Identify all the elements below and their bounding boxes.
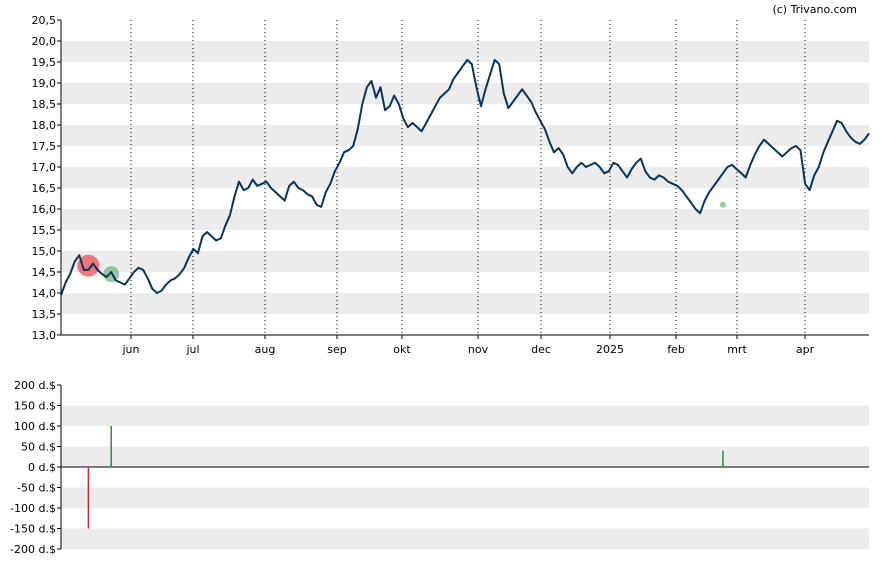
price-band bbox=[61, 209, 869, 230]
price-y-tick-label: 20,5 bbox=[32, 14, 57, 27]
price-y-tick-label: 14,0 bbox=[32, 287, 57, 300]
price-x-axis: jun jul aug sep okt nov dec 2025 feb mrt apr bbox=[122, 335, 815, 356]
price-y-tick-label: 14,5 bbox=[32, 266, 57, 279]
price-y-tick-label: 18,0 bbox=[32, 119, 57, 132]
volume-band bbox=[61, 405, 869, 426]
price-band bbox=[61, 83, 869, 104]
volume-y-tick-label: 150 d.$ bbox=[14, 400, 56, 413]
price-x-tick-label: nov bbox=[468, 343, 489, 356]
volume-band bbox=[61, 446, 869, 467]
price-x-tick-label: jun bbox=[122, 343, 140, 356]
price-y-axis: 20,5 20,0 19,5 19,0 18,5 18,0 17,5 17,0 16,5 16,0… bbox=[32, 14, 61, 342]
price-y-tick-label: 18,5 bbox=[32, 98, 57, 111]
volume-band bbox=[61, 487, 869, 508]
volume-band bbox=[61, 528, 869, 549]
price-y-tick-label: 16,5 bbox=[32, 182, 57, 195]
price-x-tick-label: 2025 bbox=[596, 343, 624, 356]
axes-frame bbox=[60, 20, 869, 549]
volume-bars bbox=[87, 426, 724, 529]
buy-marker bbox=[719, 201, 726, 208]
price-y-tick-label: 15,5 bbox=[32, 224, 57, 237]
volume-y-tick-label: 50 d.$ bbox=[21, 441, 56, 454]
price-y-tick-label: 16,0 bbox=[32, 203, 57, 216]
price-x-tick-label: dec bbox=[531, 343, 551, 356]
volume-y-tick-label: 0 d.$ bbox=[28, 461, 56, 474]
price-band bbox=[61, 251, 869, 272]
price-band bbox=[61, 41, 869, 62]
volume-y-tick-label: 200 d.$ bbox=[14, 379, 56, 392]
price-y-tick-label: 17,5 bbox=[32, 140, 57, 153]
price-x-tick-label: jul bbox=[185, 343, 199, 356]
volume-y-axis: 200 d.$ 150 d.$ 100 d.$ 50 d.$ 0 d.$ -50 d.$ -… bbox=[10, 379, 869, 556]
price-y-tick-label: 13,0 bbox=[32, 329, 57, 342]
price-x-tick-label: feb bbox=[667, 343, 685, 356]
volume-y-tick-label: 100 d.$ bbox=[14, 420, 56, 433]
price-y-tick-label: 15,0 bbox=[32, 245, 57, 258]
volume-y-tick-label: -150 d.$ bbox=[10, 523, 56, 536]
price-x-tick-label: sep bbox=[327, 343, 346, 356]
credit-label: (c) Trivano.com bbox=[772, 3, 857, 16]
price-y-tick-label: 20,0 bbox=[32, 35, 57, 48]
price-x-tick-label: okt bbox=[393, 343, 411, 356]
price-y-tick-label: 17,0 bbox=[32, 161, 57, 174]
price-chart-month-gridlines bbox=[130, 20, 806, 335]
price-y-tick-label: 19,5 bbox=[32, 56, 57, 69]
sell-marker bbox=[77, 254, 100, 277]
price-x-tick-label: apr bbox=[796, 343, 815, 356]
volume-y-tick-label: -200 d.$ bbox=[10, 543, 56, 556]
volume-y-tick-label: -50 d.$ bbox=[17, 482, 56, 495]
price-x-tick-label: mrt bbox=[727, 343, 747, 356]
price-y-tick-label: 19,0 bbox=[32, 77, 57, 90]
volume-y-tick-label: -100 d.$ bbox=[10, 502, 56, 515]
price-chart-bands bbox=[61, 41, 869, 314]
volume-chart-bands bbox=[61, 405, 869, 549]
price-band bbox=[61, 293, 869, 314]
price-x-tick-label: aug bbox=[255, 343, 276, 356]
price-line bbox=[60, 58, 870, 296]
price-y-tick-label: 13,5 bbox=[32, 308, 57, 321]
price-band bbox=[61, 125, 869, 146]
